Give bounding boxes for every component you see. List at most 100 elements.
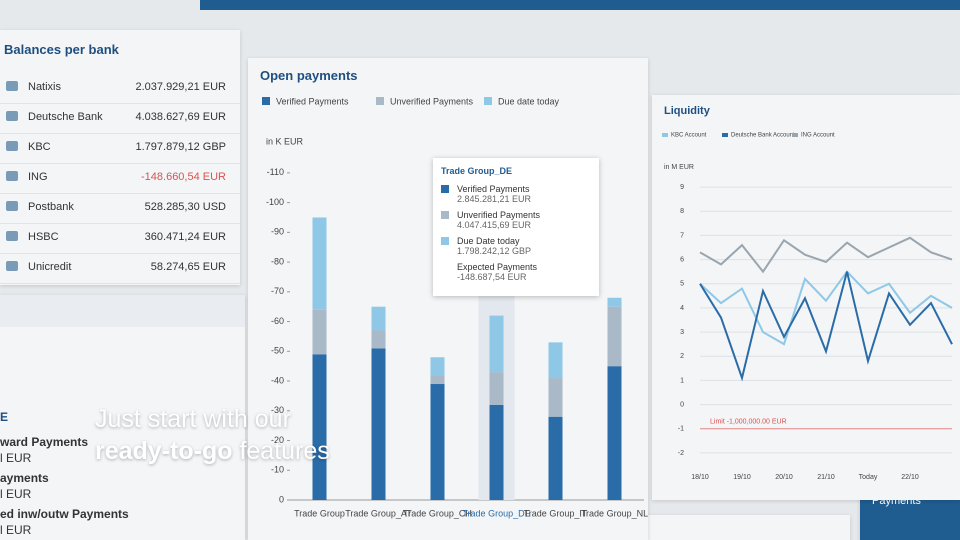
panel-title: Liquidity (664, 105, 710, 117)
tooltip-swatch (441, 211, 449, 219)
tooltip-item: Unverified Payments 4.047.415,69 EUR (441, 210, 591, 230)
tooltip-title: Trade Group_DE (441, 166, 513, 176)
bank-balance: 528.285,30 USD (144, 201, 226, 213)
y-tick-label: -80 (271, 256, 284, 266)
tooltip-label: Due Date today (457, 236, 520, 246)
balance-row: Postbank 528.285,30 USD (0, 192, 240, 224)
x-tick-label: 18/10 (691, 474, 709, 481)
y-tick-label: -110 (267, 167, 284, 177)
legend-label: ING Account (801, 133, 835, 139)
list-text: l EUR (0, 451, 32, 465)
y-tick-label: 4 (680, 305, 684, 312)
x-tick-label: 19/10 (733, 474, 751, 481)
liquidity-panel: Liquidity KBC Account Deutsche Bank Accoun… (652, 95, 960, 500)
overlay-emphasis: ready-to-go (95, 437, 233, 465)
bar-segment (430, 357, 445, 376)
y-tick-label: -2 (678, 450, 684, 457)
overlay-text: Just start with our ready-to-go features (95, 403, 330, 467)
x-tick-label: 22/10 (901, 474, 919, 481)
y-tick-label: 0 (680, 401, 684, 408)
y-tick-label: 3 (680, 329, 684, 336)
overlay-rest: features (239, 437, 330, 465)
legend-swatch (792, 133, 798, 137)
x-tick-label: 20/10 (775, 474, 793, 481)
y-tick-label: 1 (680, 377, 684, 384)
y-tick-label: 6 (680, 256, 684, 263)
legend-label: Verified Payments (276, 96, 349, 106)
x-tick-label: Trade Group_NL (581, 508, 648, 518)
x-tick-label: Trade Group_IT (524, 508, 588, 518)
bar-segment (312, 217, 327, 310)
bank-icon (6, 81, 18, 91)
bar-segment (312, 354, 327, 500)
y-tick-label: 5 (680, 281, 684, 288)
tooltip-value: 1.798.242,12 GBP (457, 246, 532, 256)
bank-name: Natixis (28, 81, 62, 93)
tooltip-item: Expected Payments -148.687,54 EUR (441, 262, 591, 282)
bar-segment (548, 342, 563, 379)
bank-name: Deutsche Bank (28, 111, 103, 123)
legend-label: Due date today (498, 96, 560, 106)
overlay-line: ready-to-go features (95, 435, 330, 467)
x-tick-label: Trade Group (294, 508, 345, 518)
bank-name: HSBC (28, 231, 59, 243)
balance-row: Deutsche Bank 4.038.627,69 EUR (0, 102, 240, 134)
tooltip: Trade Group_DE Verified Payments 2.845.281… (433, 158, 599, 296)
y-tick-label: -10 (271, 465, 284, 475)
tooltip-value: -148.687,54 EUR (457, 272, 527, 282)
tooltip-value: 4.047.415,69 EUR (457, 220, 532, 230)
y-tick-label: 2 (680, 353, 684, 360)
balance-row: Natixis 2.037.929,21 EUR (0, 72, 240, 104)
y-tick-label: -50 (271, 346, 284, 356)
y-tick-label: -20 (271, 435, 284, 445)
y-tick-label: -70 (271, 286, 284, 296)
y-tick-label: -30 (271, 405, 284, 415)
tooltip-label: Unverified Payments (457, 210, 541, 220)
list-text: l EUR (0, 487, 32, 501)
bank-balance: 1.797.879,12 GBP (135, 141, 226, 153)
balances-panel: Balances per bank Natixis 2.037.929,21 EUR… (0, 30, 240, 285)
x-tick-label: Trade Group_CH (403, 508, 472, 518)
bar-segment (548, 416, 563, 500)
bank-balance: 2.037.929,21 EUR (135, 81, 226, 93)
tooltip-swatch (441, 185, 449, 193)
bar-segment (371, 348, 386, 500)
x-tick-label: Trade Group_DE (462, 508, 530, 518)
y-tick-label: 9 (680, 184, 684, 191)
bar-segment (607, 306, 622, 367)
tooltip-swatch (441, 237, 449, 245)
legend-swatch (484, 97, 492, 105)
bank-name: KBC (28, 141, 51, 153)
bar-segment (607, 366, 622, 500)
bar-segment (489, 404, 504, 500)
legend-swatch (376, 97, 384, 105)
bar-segment (607, 297, 622, 307)
axis-unit: in K EUR (266, 136, 304, 146)
top-bar (200, 0, 960, 10)
line-chart: KBC Account Deutsche Bank Account ING Acco… (662, 133, 953, 481)
bank-icon (6, 201, 18, 211)
series-line (699, 270, 953, 346)
panel-header-bar (0, 295, 245, 327)
bar-segment (548, 378, 563, 417)
balance-row: ING -148.660,54 EUR (0, 162, 240, 194)
bank-balance: -148.660,54 EUR (141, 171, 226, 183)
list-text: ward Payments (0, 435, 89, 449)
balance-row: HSBC 360.471,24 EUR (0, 222, 240, 254)
y-tick-label: 7 (680, 232, 684, 239)
x-tick-label: Trade Group_AT (345, 508, 412, 518)
bank-balance: 58.274,65 EUR (150, 261, 226, 273)
bank-icon (6, 111, 18, 121)
legend-swatch (722, 133, 728, 137)
y-tick-label: -60 (271, 316, 284, 326)
overlay-line: Just start with our (95, 405, 291, 433)
y-tick-label: -90 (271, 227, 284, 237)
series-line (699, 271, 953, 382)
bar-segment (312, 309, 327, 355)
open-payments-panel: Open payments Verified Payments Unverified… (248, 58, 648, 540)
y-tick-label: 0 (279, 494, 284, 504)
y-tick-label: -1 (678, 426, 684, 433)
bank-balance: 4.038.627,69 EUR (135, 111, 226, 123)
list-text: l EUR (0, 523, 32, 537)
